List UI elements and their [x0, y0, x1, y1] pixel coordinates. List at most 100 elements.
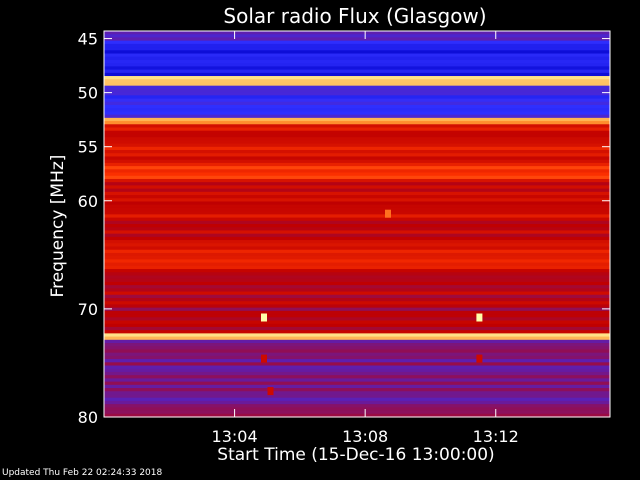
heatmap-row: [104, 204, 610, 209]
spectrogram-plot-area: [103, 30, 611, 418]
heatmap-row: [104, 323, 610, 328]
heatmap-row: [104, 178, 610, 183]
heatmap-row: [104, 265, 610, 270]
heatmap-row: [104, 37, 610, 42]
heatmap-row: [104, 391, 610, 396]
heatmap-row: [104, 85, 610, 90]
heatmap-layer: [104, 31, 610, 418]
burst-mark: [261, 313, 267, 322]
heatmap-row: [104, 326, 610, 331]
heatmap-row: [104, 146, 610, 151]
heatmap-row: [104, 201, 610, 206]
heatmap-row: [104, 233, 610, 238]
heatmap-row: [104, 400, 610, 405]
heatmap-row: [104, 339, 610, 344]
y-tick-label: 55: [78, 138, 98, 157]
heatmap-row: [104, 114, 610, 119]
heatmap-row: [104, 285, 610, 289]
burst-mark: [385, 209, 391, 218]
y-axis-label: Frequency [MHz]: [48, 155, 68, 298]
burst-mark: [267, 387, 274, 396]
x-tick-label: 13:04: [212, 427, 258, 446]
heatmap-row: [104, 301, 610, 306]
heatmap-row: [104, 63, 610, 67]
heatmap-row: [104, 82, 610, 87]
heatmap-row: [104, 397, 610, 402]
heatmap-row: [104, 198, 610, 203]
heatmap-row: [104, 188, 610, 193]
heatmap-row: [104, 317, 610, 322]
heatmap-row: [104, 304, 610, 309]
heatmap-row: [104, 388, 610, 392]
heatmap-row: [104, 95, 610, 100]
heatmap-row: [104, 195, 610, 199]
heatmap-row: [104, 66, 610, 71]
heatmap-row: [104, 240, 610, 244]
heatmap-row: [104, 275, 610, 280]
heatmap-row: [104, 246, 610, 251]
heatmap-row: [104, 40, 610, 45]
heatmap-row: [104, 230, 610, 235]
heatmap-row: [104, 133, 610, 138]
burst-mark: [476, 354, 483, 363]
burst-layer: [261, 209, 483, 396]
heatmap-row: [104, 256, 610, 260]
heatmap-row: [104, 169, 610, 174]
heatmap-row: [104, 156, 610, 161]
heatmap-row: [104, 278, 610, 283]
heatmap-row: [104, 384, 610, 389]
heatmap-row: [104, 359, 610, 363]
y-tick-label: 45: [78, 30, 98, 49]
heatmap-row: [104, 262, 610, 267]
x-axis-label: Start Time (15-Dec-16 13:00:00): [217, 445, 494, 465]
heatmap-row: [104, 101, 610, 106]
heatmap-row: [104, 281, 610, 286]
heatmap-row: [104, 172, 610, 177]
updated-timestamp: Updated Thu Feb 22 02:24:33 2018: [2, 468, 163, 478]
heatmap-row: [104, 371, 610, 376]
heatmap-row: [104, 310, 610, 315]
heatmap-row: [104, 381, 610, 386]
heatmap-row: [104, 330, 610, 334]
y-tick-label: 80: [78, 408, 98, 427]
heatmap-row: [104, 31, 610, 35]
heatmap-row: [104, 59, 610, 64]
heatmap-row: [104, 92, 610, 96]
heatmap-row: [104, 143, 610, 148]
heatmap-row: [104, 362, 610, 367]
heatmap-row: [104, 272, 610, 277]
heatmap-row: [104, 378, 610, 383]
x-axis: 13:04 13:08 13:12: [212, 31, 519, 446]
heatmap-row: [104, 50, 610, 55]
heatmap-row: [104, 175, 610, 180]
heatmap-row: [104, 153, 610, 158]
heatmap-row: [104, 121, 610, 125]
y-axis: 45 50 55 60 70 80: [78, 30, 610, 427]
heatmap-row: [104, 410, 610, 415]
heatmap-row: [104, 365, 610, 370]
heatmap-row: [104, 140, 610, 145]
heatmap-row: [104, 104, 610, 109]
heatmap-row: [104, 69, 610, 74]
y-tick-label: 60: [78, 192, 98, 211]
heatmap-row: [104, 368, 610, 373]
heatmap-row: [104, 185, 610, 190]
heatmap-row: [104, 349, 610, 354]
y-tick-label: 70: [78, 300, 98, 319]
heatmap-row: [104, 294, 610, 299]
heatmap-row: [104, 127, 610, 132]
plot-frame: [103, 30, 611, 418]
heatmap-row: [104, 291, 610, 296]
heatmap-row: [104, 243, 610, 248]
heatmap-row: [104, 53, 610, 58]
heatmap-row: [104, 117, 610, 122]
heatmap-row: [104, 307, 610, 312]
heatmap-row: [104, 269, 610, 273]
heatmap-row: [104, 407, 610, 412]
heatmap-row: [104, 224, 610, 228]
heatmap-row: [104, 124, 610, 129]
heatmap-row: [104, 333, 610, 338]
burst-mark: [261, 354, 267, 363]
heatmap-row: [104, 182, 610, 186]
y-tick-label: 50: [78, 84, 98, 103]
